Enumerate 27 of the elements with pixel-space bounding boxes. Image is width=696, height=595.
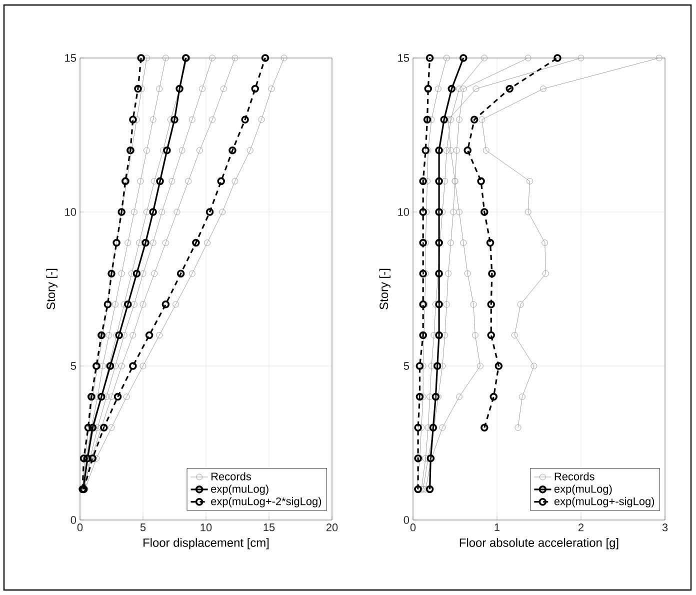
x-tick-label: 1: [494, 524, 500, 532]
x-axis-title: Floor displacement [cm]: [144, 538, 269, 550]
y-tick-label: 0: [70, 516, 76, 524]
legend-label: exp(muLog+-2*sigLog): [211, 497, 322, 508]
x-tick-label: 0: [77, 524, 83, 532]
legend-label: exp(muLog): [554, 484, 612, 495]
legend-label: exp(muLog): [211, 484, 268, 495]
y-tick-label: 10: [65, 208, 76, 216]
x-axis-title: Floor absolute acceleration [g]: [460, 538, 618, 550]
legend-label: Records: [554, 472, 594, 480]
y-tick-label: 0: [404, 516, 410, 524]
x-tick-label: 0: [410, 524, 416, 532]
x-tick-label: 2: [578, 524, 584, 532]
x-tick-label: 20: [326, 524, 338, 532]
y-tick-label: 10: [398, 208, 410, 216]
y-tick-label: 15: [398, 54, 410, 62]
y-tick-label: 5: [404, 362, 410, 370]
x-tick-label: 5: [140, 524, 146, 532]
y-axis-title: Story [-]: [46, 268, 58, 310]
legend-label: Records: [212, 472, 251, 480]
x-tick-label: 3: [662, 524, 668, 532]
y-tick-label: 5: [70, 362, 76, 370]
y-axis-title: Story [-]: [379, 268, 390, 310]
legend-label: exp(muLog+-sigLog): [554, 497, 654, 508]
x-tick-label: 10: [200, 524, 212, 532]
y-tick-label: 15: [65, 54, 76, 62]
x-tick-label: 15: [264, 524, 275, 532]
